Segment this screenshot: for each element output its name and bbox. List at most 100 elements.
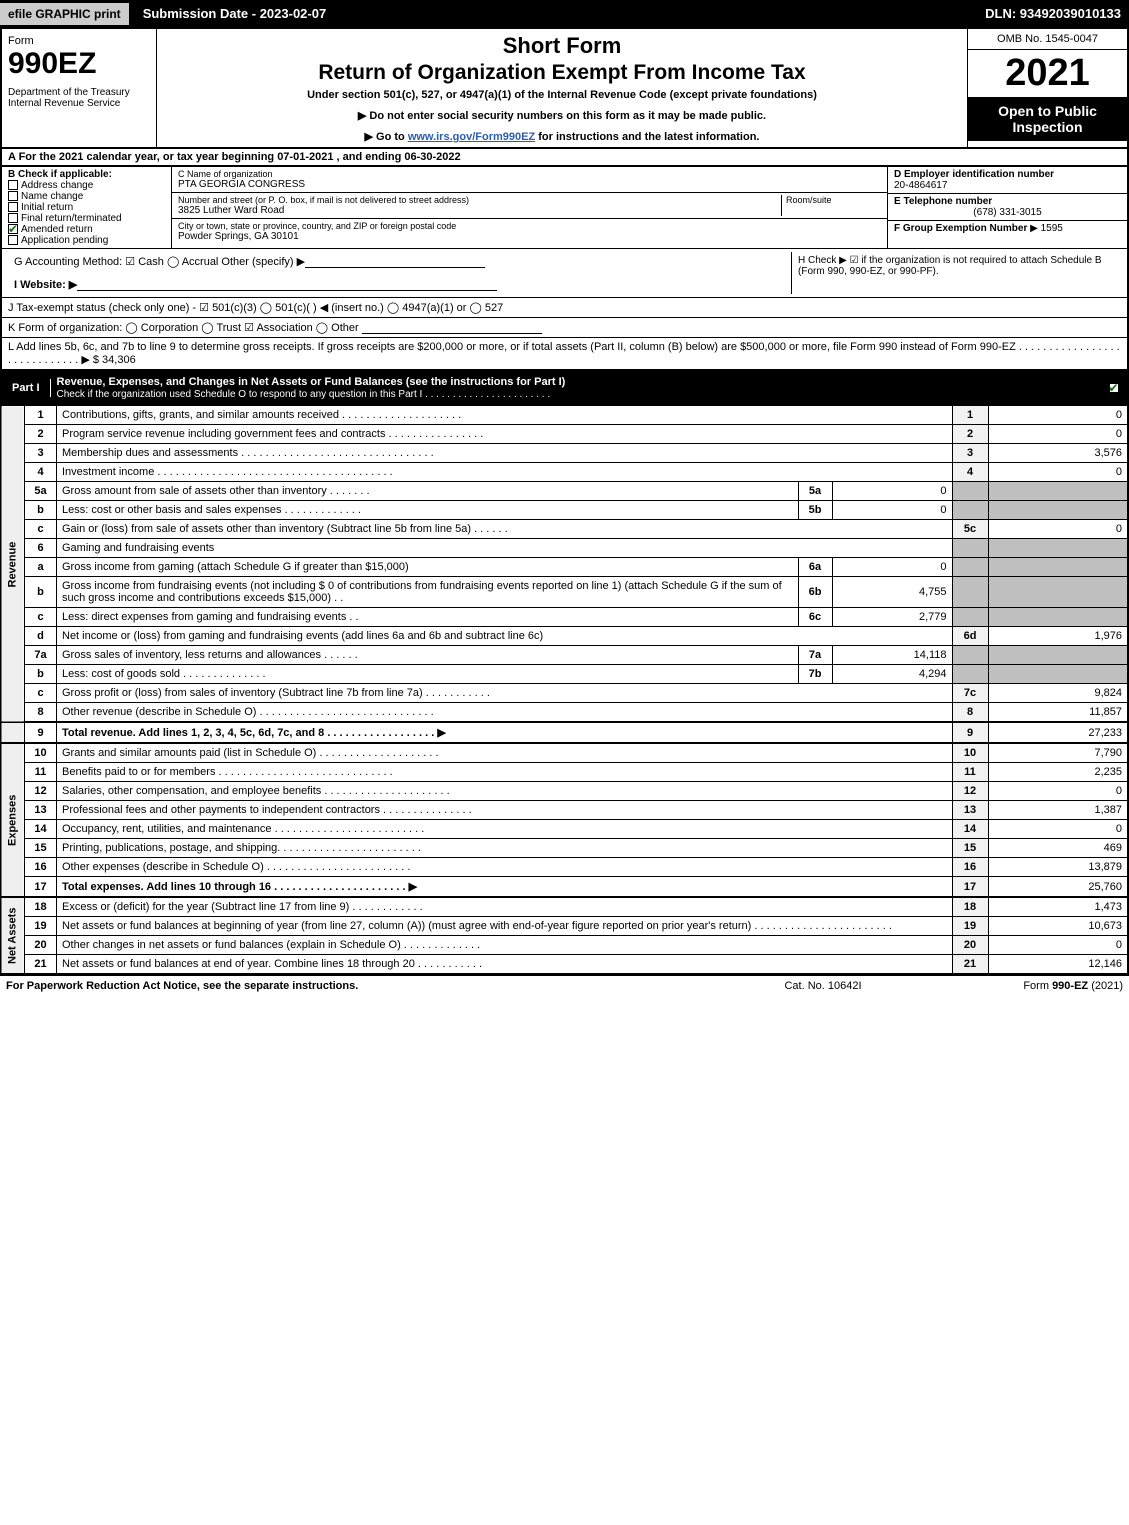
cat-no: Cat. No. 10642I	[723, 980, 923, 992]
tax-year: 2021	[968, 50, 1127, 97]
table-row: 3Membership dues and assessments . . . .…	[1, 444, 1128, 463]
department: Department of the Treasury Internal Reve…	[8, 87, 150, 109]
part-title: Revenue, Expenses, and Changes in Net As…	[51, 373, 1103, 403]
line-1-amount: 0	[988, 406, 1128, 425]
revenue-label: Revenue	[1, 406, 25, 723]
section-A: A For the 2021 calendar year, or tax yea…	[0, 149, 1129, 167]
phone-cell: E Telephone number (678) 331-3015	[888, 194, 1127, 221]
table-row: Net Assets 18Excess or (deficit) for the…	[1, 897, 1128, 917]
netassets-label: Net Assets	[1, 897, 25, 974]
table-row: 9Total revenue. Add lines 1, 2, 3, 4, 5c…	[1, 722, 1128, 743]
part-I-checkbox[interactable]	[1109, 383, 1119, 393]
submission-date: Submission Date - 2023-02-07	[129, 0, 341, 27]
B-label: B Check if applicable:	[8, 169, 112, 180]
table-row: 20Other changes in net assets or fund ba…	[1, 936, 1128, 955]
header-center: Short Form Return of Organization Exempt…	[157, 29, 967, 147]
table-row: 8Other revenue (describe in Schedule O) …	[1, 703, 1128, 723]
table-row: 7aGross sales of inventory, less returns…	[1, 646, 1128, 665]
form-ref: Form 990-EZ (2021)	[923, 980, 1123, 992]
header-left: Form 990EZ Department of the Treasury In…	[2, 29, 157, 147]
form-number: 990EZ	[8, 47, 150, 81]
group-exemption-label: F Group Exemption Number	[894, 223, 1027, 234]
org-name-cell: C Name of organization PTA GEORGIA CONGR…	[172, 167, 887, 193]
address-cell: Number and street (or P. O. box, if mail…	[172, 193, 887, 219]
phone-label: E Telephone number	[894, 196, 992, 207]
row-K: K Form of organization: ◯ Corporation ◯ …	[0, 318, 1129, 338]
addr-label: Number and street (or P. O. box, if mail…	[178, 195, 781, 205]
cb-amended-return[interactable]	[8, 224, 18, 234]
cb-name-change[interactable]	[8, 191, 18, 201]
row-L: L Add lines 5b, 6c, and 7b to line 9 to …	[0, 338, 1129, 371]
header-right: OMB No. 1545-0047 2021 Open to Public In…	[967, 29, 1127, 147]
table-row: 6Gaming and fundraising events	[1, 539, 1128, 558]
cb-address-change[interactable]	[8, 180, 18, 190]
row-GH: G Accounting Method: ☑ Cash ◯ Accrual Ot…	[0, 249, 1129, 298]
table-row: 14Occupancy, rent, utilities, and mainte…	[1, 820, 1128, 839]
table-row: bGross income from fundraising events (n…	[1, 577, 1128, 608]
table-row: cLess: direct expenses from gaming and f…	[1, 608, 1128, 627]
org-name: PTA GEORGIA CONGRESS	[178, 179, 881, 190]
phone-value: (678) 331-3015	[894, 207, 1121, 218]
ein-label: D Employer identification number	[894, 169, 1054, 180]
form-label: Form	[8, 35, 150, 47]
short-form-title: Short Form	[167, 33, 957, 59]
table-row: 12Salaries, other compensation, and empl…	[1, 782, 1128, 801]
omb-number: OMB No. 1545-0047	[968, 29, 1127, 50]
cb-application-pending[interactable]	[8, 235, 18, 245]
table-row: Revenue 1 Contributions, gifts, grants, …	[1, 406, 1128, 425]
cb-initial-return[interactable]	[8, 202, 18, 212]
org-name-label: C Name of organization	[178, 169, 881, 179]
form-header: Form 990EZ Department of the Treasury In…	[0, 27, 1129, 149]
table-row: dNet income or (loss) from gaming and fu…	[1, 627, 1128, 646]
ein-value: 20-4864617	[894, 180, 947, 191]
table-row: 11Benefits paid to or for members . . . …	[1, 763, 1128, 782]
table-row: 17Total expenses. Add lines 10 through 1…	[1, 877, 1128, 898]
open-inspection: Open to Public Inspection	[968, 97, 1127, 141]
efile-label[interactable]: efile GRAPHIC print	[0, 3, 129, 25]
table-row: bLess: cost of goods sold . . . . . . . …	[1, 665, 1128, 684]
website-label: I Website: ▶	[14, 279, 77, 291]
table-row: 4Investment income . . . . . . . . . . .…	[1, 463, 1128, 482]
city-value: Powder Springs, GA 30101	[178, 231, 881, 242]
paperwork-notice: For Paperwork Reduction Act Notice, see …	[6, 980, 723, 992]
table-row: 16Other expenses (describe in Schedule O…	[1, 858, 1128, 877]
table-row: cGross profit or (loss) from sales of in…	[1, 684, 1128, 703]
col-D: D Employer identification number 20-4864…	[887, 167, 1127, 248]
subtitle: Under section 501(c), 527, or 4947(a)(1)…	[167, 89, 957, 101]
schedule-b-check: H Check ▶ ☑ if the organization is not r…	[791, 252, 1121, 294]
line-1-text: Contributions, gifts, grants, and simila…	[57, 406, 953, 425]
row-J: J Tax-exempt status (check only one) - ☑…	[0, 298, 1129, 318]
col-B: B Check if applicable: Address change Na…	[2, 167, 172, 248]
irs-link[interactable]: www.irs.gov/Form990EZ	[408, 131, 535, 143]
table-row: 19Net assets or fund balances at beginni…	[1, 917, 1128, 936]
col-C: C Name of organization PTA GEORGIA CONGR…	[172, 167, 887, 248]
street-address: 3825 Luther Ward Road	[178, 205, 781, 216]
table-row: 21Net assets or fund balances at end of …	[1, 955, 1128, 975]
table-row: 15Printing, publications, postage, and s…	[1, 839, 1128, 858]
footer: For Paperwork Reduction Act Notice, see …	[0, 975, 1129, 996]
table-row: bLess: cost or other basis and sales exp…	[1, 501, 1128, 520]
accounting-method: G Accounting Method: ☑ Cash ◯ Accrual Ot…	[8, 252, 791, 294]
dln: DLN: 93492039010133	[977, 2, 1129, 25]
top-bar: efile GRAPHIC print Submission Date - 20…	[0, 0, 1129, 27]
part-I-header: Part I Revenue, Expenses, and Changes in…	[0, 371, 1129, 405]
part-number: Part I	[2, 379, 51, 397]
info-block: B Check if applicable: Address change Na…	[0, 167, 1129, 249]
table-row: 2Program service revenue including gover…	[1, 425, 1128, 444]
table-row: 5aGross amount from sale of assets other…	[1, 482, 1128, 501]
lines-table: Revenue 1 Contributions, gifts, grants, …	[0, 405, 1129, 975]
ein-cell: D Employer identification number 20-4864…	[888, 167, 1127, 194]
return-title: Return of Organization Exempt From Incom…	[167, 61, 957, 85]
city-cell: City or town, state or province, country…	[172, 219, 887, 244]
group-exemption-cell: F Group Exemption Number ▶ 1595	[888, 221, 1127, 236]
group-exemption-value: ▶ 1595	[1030, 223, 1063, 234]
note-ssn: ▶ Do not enter social security numbers o…	[167, 109, 957, 122]
expenses-label: Expenses	[1, 743, 25, 897]
table-row: Expenses 10Grants and similar amounts pa…	[1, 743, 1128, 763]
table-row: cGain or (loss) from sale of assets othe…	[1, 520, 1128, 539]
note-link: ▶ Go to www.irs.gov/Form990EZ for instru…	[167, 130, 957, 143]
table-row: aGross income from gaming (attach Schedu…	[1, 558, 1128, 577]
city-label: City or town, state or province, country…	[178, 221, 881, 231]
room-label: Room/suite	[786, 195, 881, 205]
table-row: 13Professional fees and other payments t…	[1, 801, 1128, 820]
